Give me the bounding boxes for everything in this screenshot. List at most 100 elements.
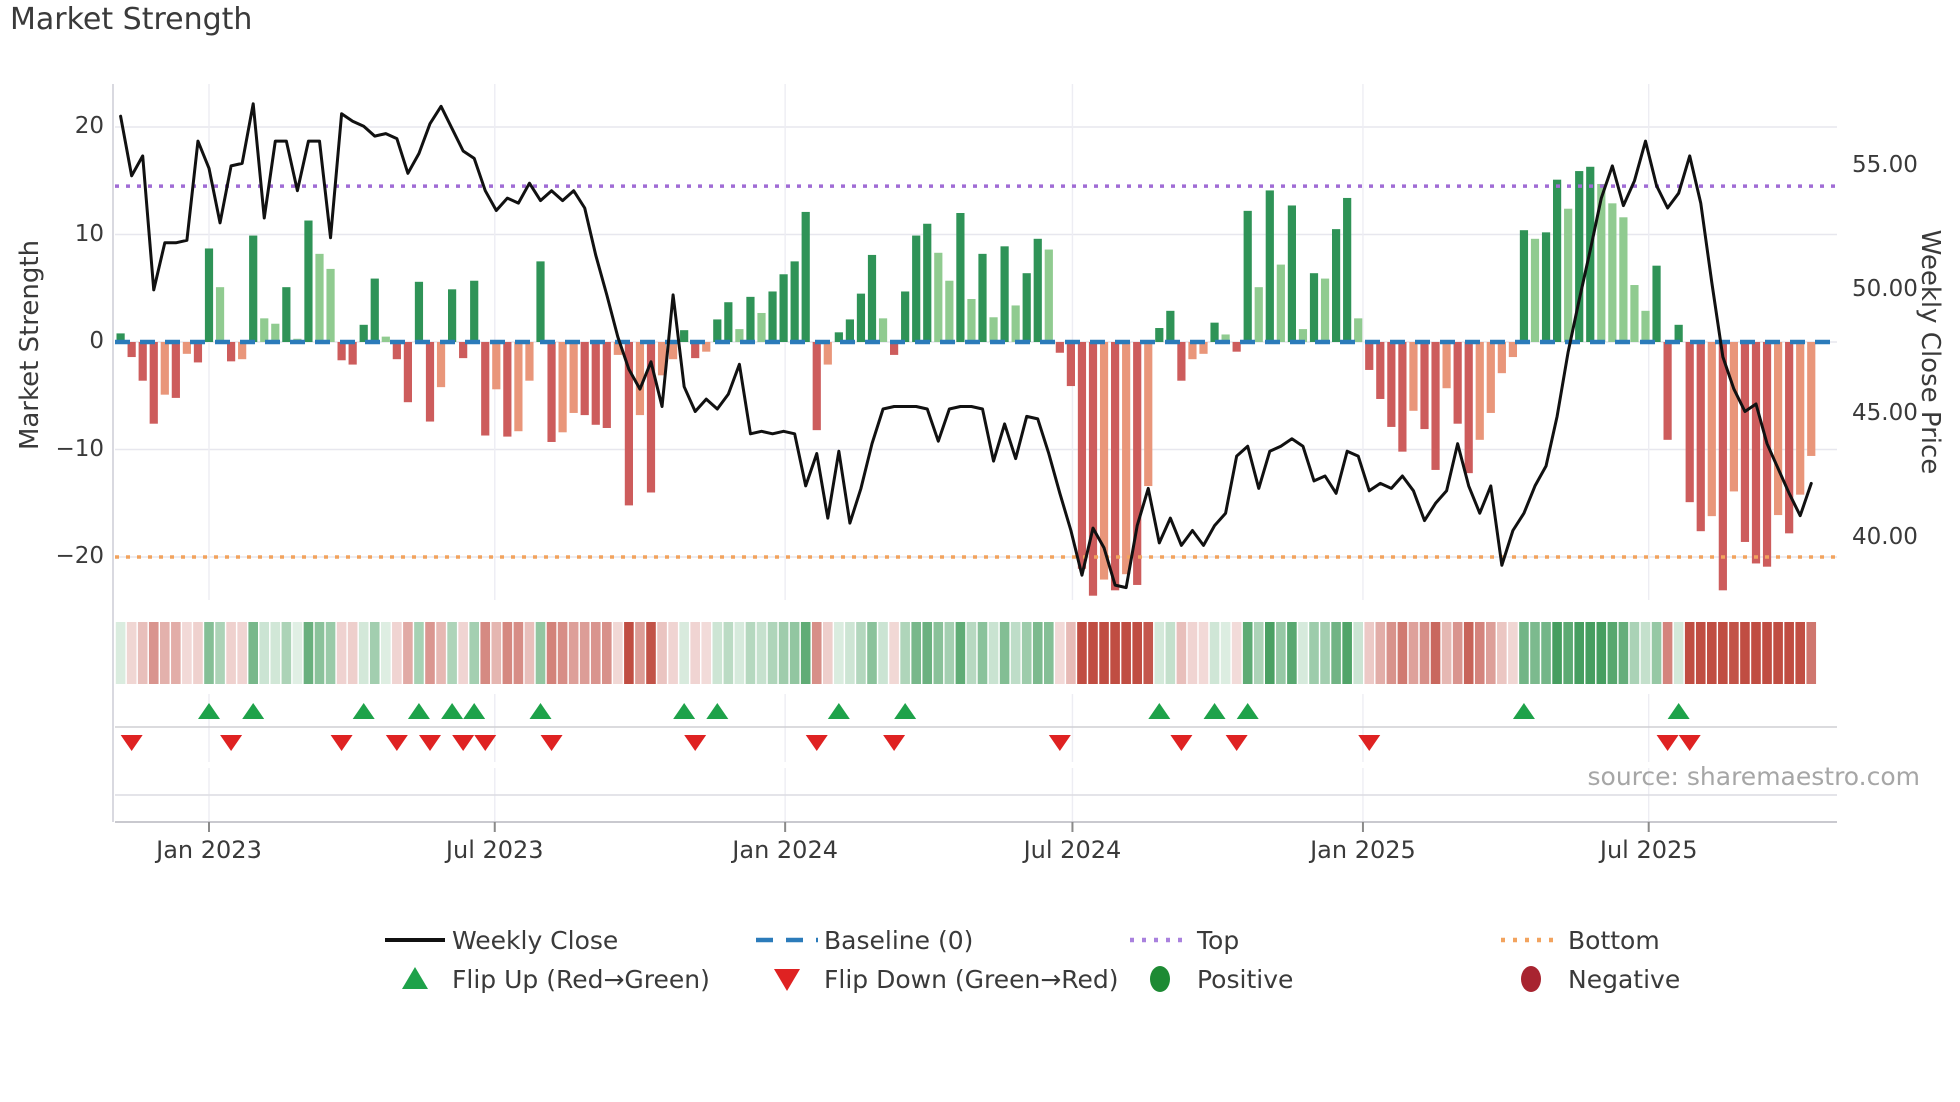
flip-down-triangle-icon: [752, 961, 822, 997]
strength-bar: [1519, 230, 1529, 342]
heatmap-cell: [889, 622, 899, 684]
flip-down-marker: [1170, 735, 1193, 751]
flip-down-marker: [419, 735, 441, 751]
strength-bar: [1541, 232, 1551, 342]
heatmap-cell: [1010, 622, 1021, 684]
heatmap-cell: [1099, 622, 1109, 684]
strength-bar: [1641, 310, 1650, 342]
y-left-tick-label: 10: [74, 220, 104, 247]
heatmap-cell: [557, 622, 568, 684]
strength-bar: [1099, 342, 1109, 580]
strength-bar: [271, 323, 280, 342]
heatmap-cell: [292, 622, 303, 684]
legend-item-baseline: Baseline (0): [752, 922, 973, 958]
heatmap-cell: [226, 622, 236, 684]
swatch-triangle-up: [402, 967, 428, 989]
strength-bar: [1287, 205, 1296, 342]
strength-bar: [249, 235, 258, 342]
y-left-tick-label: 20: [74, 113, 104, 139]
strength-bar: [657, 342, 667, 376]
heatmap-cell: [1287, 622, 1297, 684]
heatmap-cell: [1662, 622, 1673, 684]
strength-bar: [1044, 249, 1053, 342]
heatmap-cell: [933, 622, 944, 684]
positive-dot-icon: [1125, 961, 1195, 997]
heatmap-cell: [148, 622, 159, 684]
flip-up-marker: [1667, 703, 1690, 719]
strength-bar: [1619, 217, 1628, 342]
y-right-tick-label: 50.00: [1852, 275, 1918, 302]
strength-bar: [1022, 273, 1031, 342]
strength-bar: [1729, 342, 1738, 492]
legend-label: Top: [1197, 925, 1240, 955]
strength-bar: [315, 253, 324, 342]
strength-bar: [182, 342, 191, 354]
strength-bar: [381, 336, 390, 342]
strength-bar: [1530, 238, 1540, 342]
heatmap-cell: [513, 622, 524, 684]
heatmap-cell: [1220, 622, 1231, 684]
strength-bar: [1343, 197, 1352, 342]
heatmap-cell: [1596, 622, 1607, 684]
flip-down-marker: [120, 735, 143, 751]
strength-bar: [1464, 342, 1473, 474]
strength-bar: [193, 342, 203, 363]
heatmap-cell: [403, 622, 413, 684]
heatmap-cell: [789, 622, 800, 684]
strength-bar: [1354, 318, 1363, 342]
flip-down-marker: [452, 735, 475, 751]
y-right-tick-label: 45.00: [1852, 399, 1918, 426]
legend-label: Weekly Close: [452, 925, 619, 955]
heatmap-cell: [1563, 622, 1573, 684]
flip-up-marker: [1148, 703, 1171, 719]
heatmap-cell: [1110, 622, 1120, 684]
strength-bar: [646, 342, 656, 493]
heatmap-cell: [1375, 622, 1386, 684]
strength-bar: [878, 318, 888, 342]
swatch-triangle-down: [774, 969, 800, 991]
strength-bar: [1232, 342, 1241, 352]
top-dots-swatch-icon: [1125, 922, 1195, 958]
heatmap-cell: [1486, 622, 1496, 684]
heatmap-cell: [325, 622, 336, 684]
x-tick-label: Jul 2024: [1023, 836, 1122, 864]
left-axis-spine: [112, 84, 114, 822]
flip-up-marker: [894, 703, 917, 719]
strength-bar: [1376, 342, 1385, 399]
strength-bar: [1762, 342, 1772, 567]
strength-bar: [160, 342, 169, 395]
legend-label: Flip Up (Red→Green): [452, 964, 710, 994]
heatmap-cell: [1331, 622, 1341, 684]
strength-bar: [370, 278, 379, 342]
strength-bar: [746, 296, 755, 342]
strength-bar: [558, 342, 567, 433]
heatmap-cell: [1519, 622, 1529, 684]
heatmap-cell: [1132, 622, 1142, 684]
legend-label: Bottom: [1568, 925, 1660, 955]
legend-label: Flip Down (Green→Red): [824, 964, 1119, 994]
heatmap-cell: [1607, 622, 1618, 684]
strength-bar: [1486, 342, 1495, 413]
heatmap-cell: [1729, 622, 1739, 684]
strength-bar: [304, 220, 313, 342]
strength-bar: [801, 211, 810, 342]
strength-bar: [1608, 203, 1617, 342]
strength-bar: [403, 342, 412, 403]
heatmap-cell: [1342, 622, 1352, 684]
strength-bar: [1696, 342, 1705, 532]
heatmap-cell: [347, 622, 358, 684]
strength-bar: [1442, 342, 1451, 389]
heatmap-cell: [1187, 622, 1198, 684]
heatmap-cell: [381, 622, 391, 684]
heatmap-cell: [160, 622, 170, 684]
strength-bar: [1597, 183, 1606, 342]
strength-bar: [459, 342, 468, 359]
y-right-tick-label: 40.00: [1852, 523, 1918, 550]
heatmap-cell: [635, 622, 645, 684]
flip-down-marker: [330, 735, 353, 751]
flip-up-marker: [441, 703, 464, 719]
heatmap-cell: [1353, 622, 1363, 684]
heatmap-cell: [977, 622, 988, 684]
strength-bar: [1652, 265, 1661, 342]
heatmap-cell: [480, 622, 491, 684]
